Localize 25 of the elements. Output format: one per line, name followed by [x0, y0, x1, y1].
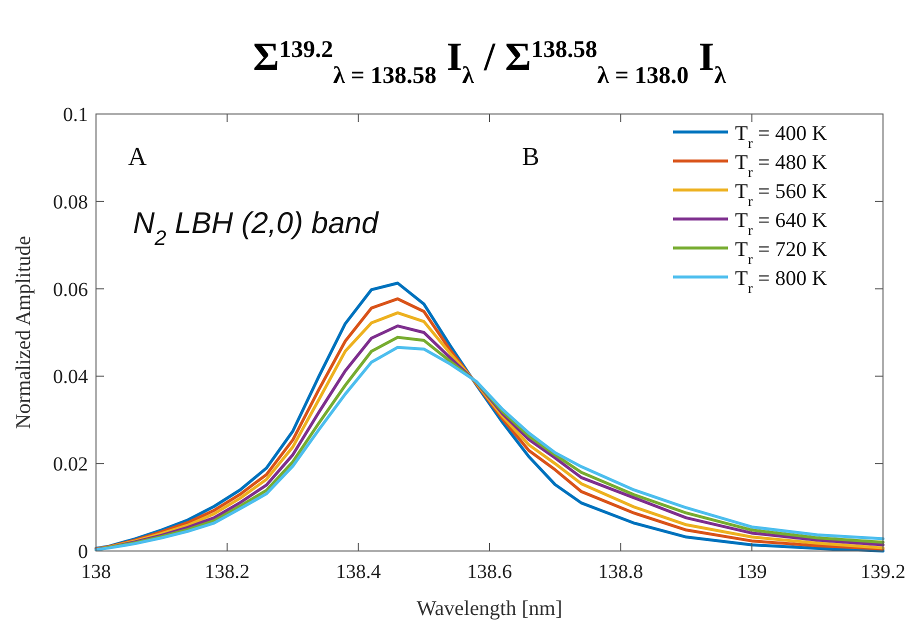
annotation: A: [128, 142, 147, 171]
y-axis-title: Normalized Amplitude: [11, 236, 35, 430]
legend-label: T$_{r}$ = 480 K: [735, 150, 827, 181]
x-tick-label: 138.2: [204, 561, 250, 583]
x-tick-label: 138: [81, 561, 111, 583]
legend-label: T$_{r}$ = 720 K: [735, 237, 827, 268]
x-tick-label: 138.4: [336, 561, 381, 583]
x-tick-label: 138.6: [467, 561, 512, 583]
x-tick-label: 138.8: [598, 561, 644, 583]
annotation: B: [522, 142, 540, 171]
legend-label: T$_{r}$ = 800 K: [735, 266, 827, 297]
legend-label: T$_{r}$ = 640 K: [735, 208, 827, 239]
y-tick-label: 0.1: [63, 104, 88, 126]
x-tick-label: 139.2: [860, 561, 906, 583]
legend-label: T$_{r}$ = 560 K: [735, 179, 827, 210]
legend-label: T$_{r}$ = 400 K: [735, 121, 827, 152]
y-tick-label: 0: [78, 541, 88, 563]
y-tick-label: 0.08: [53, 191, 88, 214]
y-tick-label: 0.04: [53, 366, 88, 388]
y-tick-label: 0.02: [53, 454, 88, 476]
annotation: N$_{2}$ LBH (2,0) band: [133, 207, 380, 250]
x-tick-label: 139: [736, 561, 767, 583]
y-tick-label: 0.06: [53, 278, 88, 301]
x-axis-title: Wavelength [nm]: [416, 596, 562, 620]
chart-title: Σ$^{139.2}$$_{λ = 138.58}$ I$_{λ}$ / Σ$^{138.58}$$_{λ = 138.0}$ I$_{λ}$: [252, 34, 726, 89]
